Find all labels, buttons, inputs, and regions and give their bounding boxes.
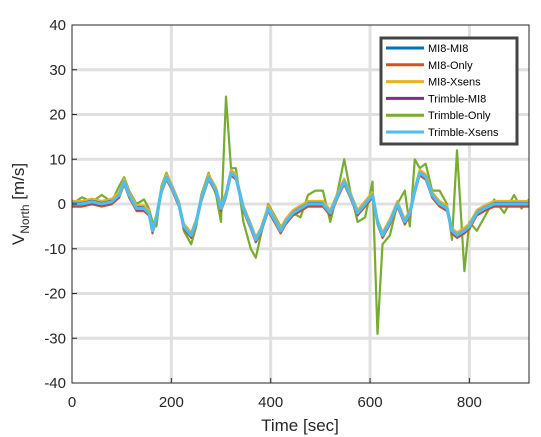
y-tick-label: 30: [49, 62, 66, 79]
y-axis-label-unit: [m/s]: [9, 163, 28, 205]
legend-label-trimble-only: Trimble-Only: [428, 110, 491, 122]
x-tick-label: 400: [258, 394, 283, 411]
legend-label-mi8-only: MI8-Only: [428, 60, 473, 72]
grid-lines: [72, 25, 529, 383]
y-tick-label: -40: [44, 375, 66, 392]
legend-label-mi8-xsens: MI8-Xsens: [428, 77, 481, 89]
y-axis-ticks: 40 30 20 10 0 -10 -20 -30 -40: [44, 17, 77, 392]
legend-label-trimble-mi8: Trimble-MI8: [428, 93, 486, 105]
x-tick-label: 600: [358, 394, 383, 411]
y-axis-label-subscript: North: [18, 204, 32, 233]
x-tick-label: 200: [159, 394, 184, 411]
y-tick-label: 20: [49, 107, 66, 124]
series-line-trimble-xsens: [72, 171, 529, 242]
legend-label-mi8-mi8: MI8-MI8: [428, 43, 468, 55]
y-tick-label: 10: [49, 151, 66, 168]
y-tick-label: -20: [44, 286, 66, 303]
y-tick-label: 0: [58, 196, 66, 213]
x-tick-label: 800: [457, 394, 482, 411]
x-axis-label: Time [sec]: [261, 416, 339, 435]
legend-box: [379, 36, 519, 146]
x-tick-label: 0: [68, 394, 76, 411]
legend: MI8-MI8 MI8-Only MI8-Xsens Trimble-MI8 Trimb…: [379, 36, 519, 146]
y-tick-label: -30: [44, 330, 66, 347]
y-tick-label: 40: [49, 17, 66, 34]
x-axis-ticks: 0 200 400 600 800: [68, 378, 482, 411]
y-axis-label-main: V: [9, 233, 28, 245]
y-axis-label: VNorth [m/s]: [9, 163, 32, 245]
series-lines: [71, 95, 530, 335]
y-tick-label: -10: [44, 241, 66, 258]
legend-label-trimble-xsens: Trimble-Xsens: [428, 127, 499, 139]
